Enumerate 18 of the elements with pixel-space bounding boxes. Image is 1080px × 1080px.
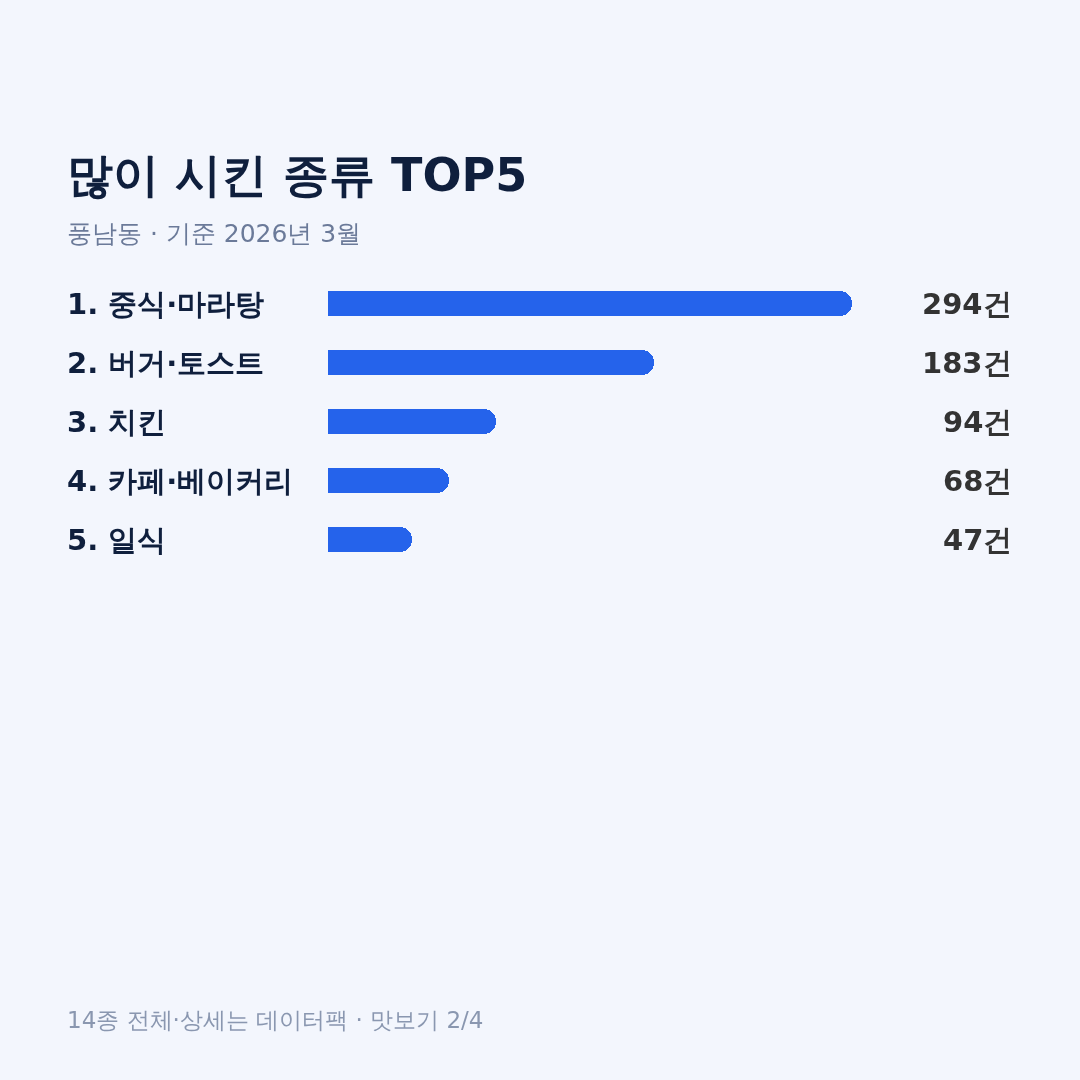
bar: [328, 468, 449, 493]
bar: [328, 291, 852, 316]
data-label: 183건: [922, 346, 1012, 380]
chart-title: 많이 시킨 종류 TOP5: [67, 148, 528, 202]
y-tick-label: 3. 치킨: [67, 405, 167, 439]
bar: [328, 350, 654, 375]
y-tick-label: 5. 일식: [67, 523, 167, 557]
y-tick-label: 2. 버거·토스트: [67, 346, 265, 380]
data-label: 68건: [943, 464, 1013, 498]
bar: [328, 409, 496, 434]
data-label: 47건: [943, 523, 1013, 557]
bar: [328, 527, 412, 552]
y-tick-label: 1. 중식·마라탕: [67, 287, 265, 321]
data-label: 94건: [943, 405, 1013, 439]
data-label: 294건: [922, 287, 1012, 321]
y-tick-label: 4. 카페·베이커리: [67, 464, 294, 498]
chart-subtitle: 풍남동 · 기준 2026년 3월: [67, 219, 362, 248]
text: 14종 전체·상세는 데이터팩 · 맛보기 2/4: [67, 1007, 484, 1033]
